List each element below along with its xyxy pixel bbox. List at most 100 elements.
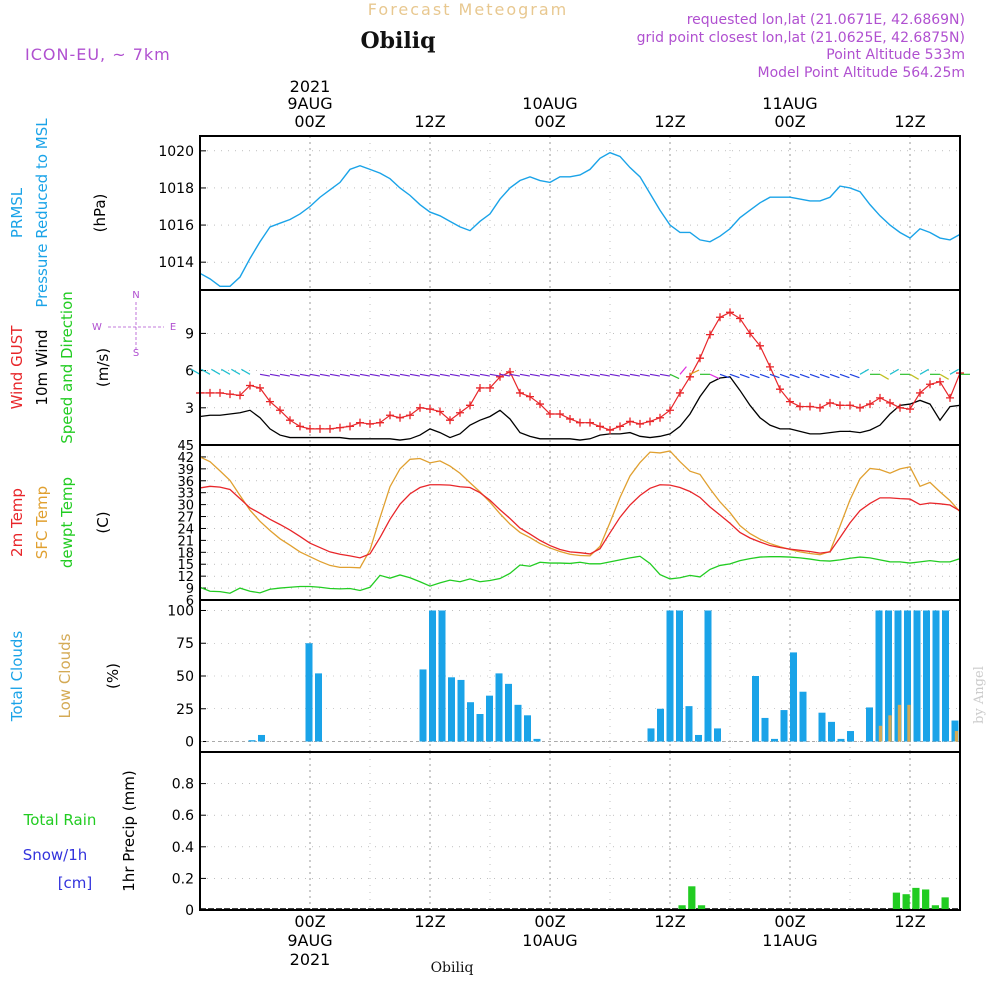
wind-arrow (399, 373, 410, 377)
wind-arrow (579, 373, 590, 377)
rain-bar (941, 897, 949, 910)
time-label-year: 2021 (290, 950, 331, 969)
total-cloud-bar (837, 738, 845, 742)
compass-e: E (170, 322, 176, 333)
panel-label: Low Clouds (56, 633, 74, 718)
wind-arrow (319, 373, 330, 377)
dewpt-line (199, 555, 961, 594)
time-label-hour: 00Z (294, 912, 325, 931)
total-cloud-bar (866, 707, 873, 742)
wind-arrow (709, 373, 720, 380)
point-altitude: Point Altitude 533m (826, 47, 965, 63)
wind-arrow (349, 373, 360, 377)
total-cloud-bar (752, 676, 759, 742)
wind-arrow (549, 373, 560, 377)
gust-marker (896, 403, 904, 412)
wind-arrow (559, 373, 570, 377)
wind-arrow (689, 369, 700, 375)
total-cloud-bar (457, 679, 465, 742)
wind-arrow (389, 373, 400, 377)
gust-marker (446, 416, 454, 425)
gust-marker (366, 419, 374, 428)
y-tick-label: 1014 (158, 255, 194, 271)
y-tick-label: 6 (186, 594, 194, 609)
gust-marker (336, 423, 344, 432)
gust-marker (456, 408, 464, 417)
wind-arrow (629, 373, 640, 377)
total-cloud-bar (258, 734, 265, 742)
wind-arrow (919, 368, 929, 375)
gust-marker (286, 416, 294, 425)
y-tick-label: 18 (177, 546, 194, 561)
y-tick-label: 1016 (158, 218, 194, 234)
wind-arrow (649, 373, 660, 377)
total-cloud-bar (486, 695, 493, 742)
gust-marker (916, 388, 924, 397)
wind-arrow (749, 373, 760, 379)
gust-marker (256, 383, 264, 392)
plot-area: 1014 1016 1018 1020 PRMSL Pressure Reduced to… (8, 118, 970, 919)
total-cloud-bar (828, 721, 835, 742)
gust-marker (726, 308, 734, 317)
compass-s: S (133, 348, 139, 359)
panel-label: Total Clouds (8, 631, 26, 723)
time-label-hour: 00Z (774, 912, 805, 931)
gust-marker (776, 385, 784, 394)
y-tick-label: 9 (185, 326, 194, 342)
y-tick-label: 39 (177, 463, 194, 478)
panel-label: dewpt Temp (58, 477, 76, 568)
gust-marker (926, 380, 934, 389)
time-label-hour: 00Z (534, 912, 565, 931)
wind-arrow (729, 373, 740, 379)
grid-point-coords: grid point closest lon,lat (21.0625E, 42… (637, 30, 965, 46)
wind-arrow (839, 373, 850, 379)
y-tick-label: 100 (167, 603, 194, 619)
gust-marker (356, 418, 364, 427)
y-tick-label: 36 (177, 475, 194, 490)
time-label-hour: 00Z (774, 112, 805, 131)
footer-location: Obiliq (431, 960, 474, 976)
wind-arrow (459, 373, 470, 377)
gust-marker (216, 388, 224, 397)
gust-marker (786, 397, 794, 406)
gust-marker (546, 410, 554, 418)
panel-clouds: 0 25 50 75 100 Total Clouds Low Clouds (%) (8, 599, 961, 753)
gust-marker (626, 417, 634, 426)
total-cloud-bar (419, 669, 427, 742)
y-tick-label: 9 (186, 582, 194, 597)
total-cloud-bar (780, 710, 788, 742)
wind-arrow (409, 373, 420, 377)
wind-arrow (259, 373, 270, 377)
panel-unit: (C) (94, 511, 112, 533)
panel-frame (199, 444, 961, 601)
panel-label: Speed and Direction (58, 291, 76, 444)
sfc-temp-line (199, 450, 961, 569)
gust-marker (476, 383, 484, 392)
y-tick-label: 30 (177, 499, 194, 514)
compass-w: W (92, 322, 102, 333)
rain-bar (902, 894, 910, 910)
wind-arrow (809, 373, 820, 379)
wind-arrow (201, 368, 211, 375)
y-tick-label: 75 (176, 636, 194, 652)
wind-arrow (819, 373, 830, 379)
wind-arrow (739, 373, 750, 379)
gust-marker (906, 405, 914, 414)
gust-marker (516, 388, 524, 397)
compass-rose: N S W E (92, 290, 176, 359)
total-cloud-bar (799, 691, 807, 742)
rain-bar (922, 889, 930, 910)
y-tick-label: 0 (185, 903, 194, 919)
wind-arrow (489, 373, 500, 377)
time-label-date: 10AUG (522, 931, 577, 950)
panel-label: 2m Temp (8, 488, 26, 557)
wind-arrow (369, 373, 380, 377)
wind-arrow (221, 368, 231, 375)
panel-label: PRMSL (8, 187, 26, 238)
wind-arrow (539, 373, 550, 377)
total-cloud-bar (951, 720, 959, 742)
gust-marker (296, 422, 304, 431)
wind-arrow (299, 373, 310, 377)
